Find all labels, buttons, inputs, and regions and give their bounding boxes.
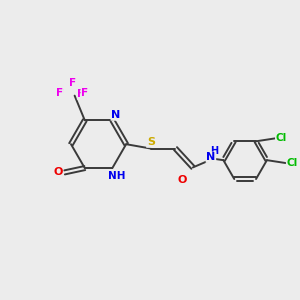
Text: NH: NH <box>108 171 125 181</box>
Text: O: O <box>53 167 63 177</box>
Text: Cl: Cl <box>286 158 298 168</box>
Text: F: F <box>77 89 85 99</box>
Text: H: H <box>211 146 219 156</box>
Text: F: F <box>56 88 63 98</box>
Text: S: S <box>147 137 155 147</box>
Text: F: F <box>69 79 76 88</box>
Text: Cl: Cl <box>276 134 287 143</box>
Text: F: F <box>68 81 75 92</box>
Text: N: N <box>111 110 121 120</box>
Text: O: O <box>177 175 187 184</box>
Text: N: N <box>206 152 215 162</box>
Text: F: F <box>56 89 64 99</box>
Text: F: F <box>81 88 88 98</box>
